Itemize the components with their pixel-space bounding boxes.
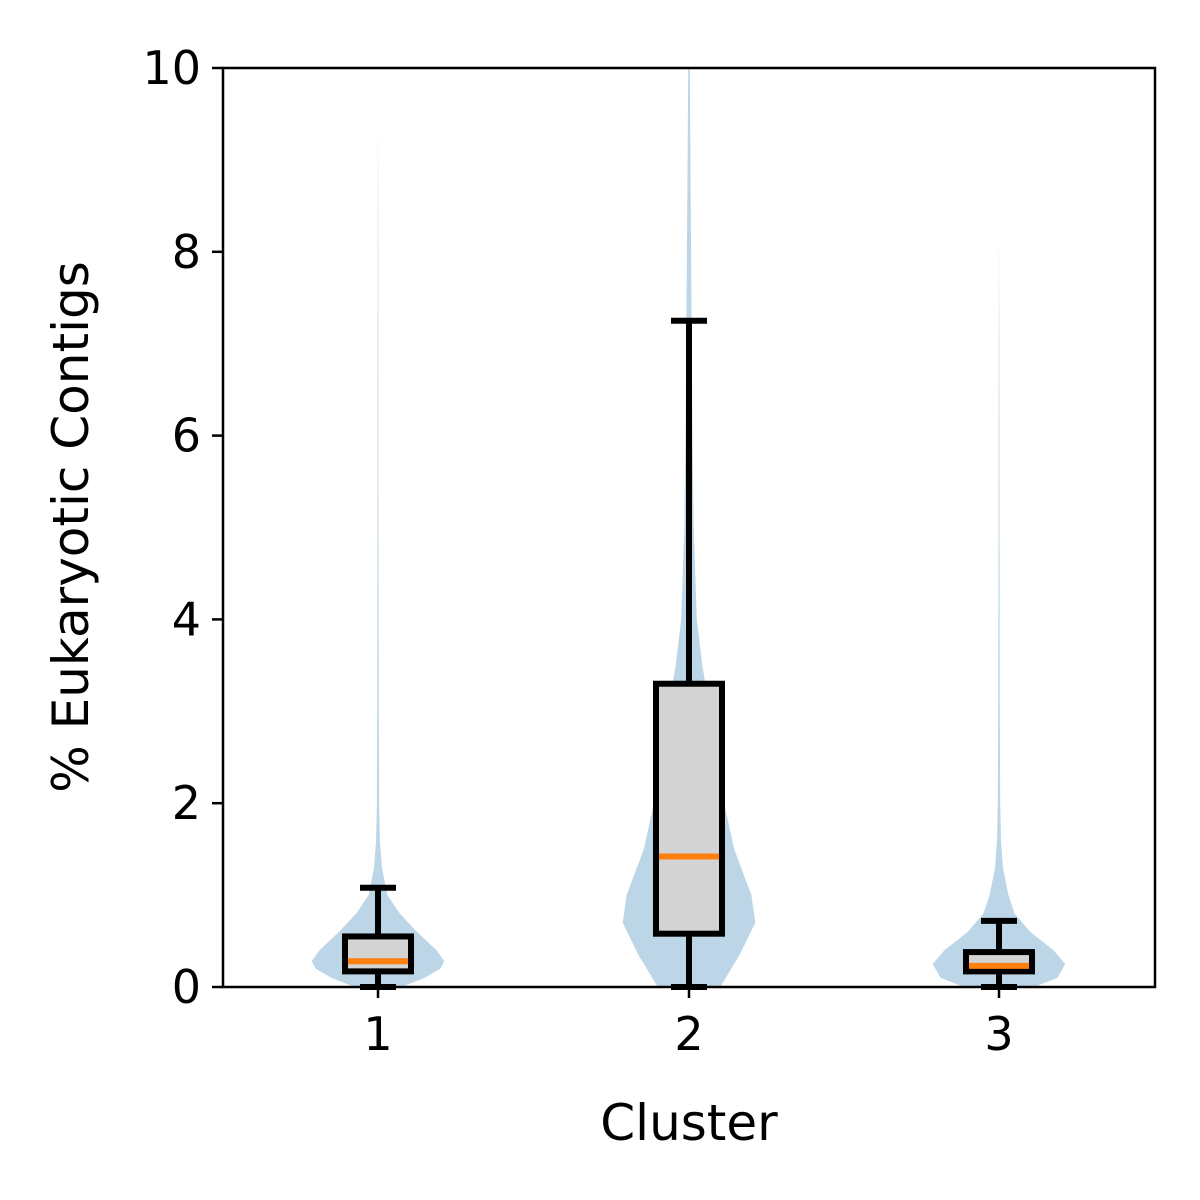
y-tick-label: 6	[172, 409, 201, 463]
boxplot-cluster-1	[342, 884, 414, 990]
y-tick-label: 4	[172, 592, 201, 646]
y-tick-label: 2	[172, 776, 201, 830]
boxplot-cluster-2	[653, 317, 725, 990]
iqr-box	[342, 933, 414, 975]
y-tick-label: 8	[172, 225, 201, 279]
x-tick-label: 3	[984, 1007, 1013, 1061]
violin-cluster-1	[311, 114, 445, 987]
x-tick-label: 2	[674, 1007, 703, 1061]
y-tick-label: 0	[172, 960, 201, 1014]
x-axis-title: Cluster	[600, 1094, 778, 1152]
violin-cluster-3	[932, 233, 1066, 987]
y-axis: 0 2 4 6 8 10	[142, 41, 223, 1014]
x-axis: 1 2 3	[363, 987, 1014, 1061]
y-axis-title: % Eukaryotic Contigs	[42, 261, 100, 793]
x-tick-label: 1	[363, 1007, 392, 1061]
y-tick-label: 10	[142, 41, 201, 95]
boxes-layer	[342, 317, 1035, 990]
iqr-box	[653, 680, 725, 937]
